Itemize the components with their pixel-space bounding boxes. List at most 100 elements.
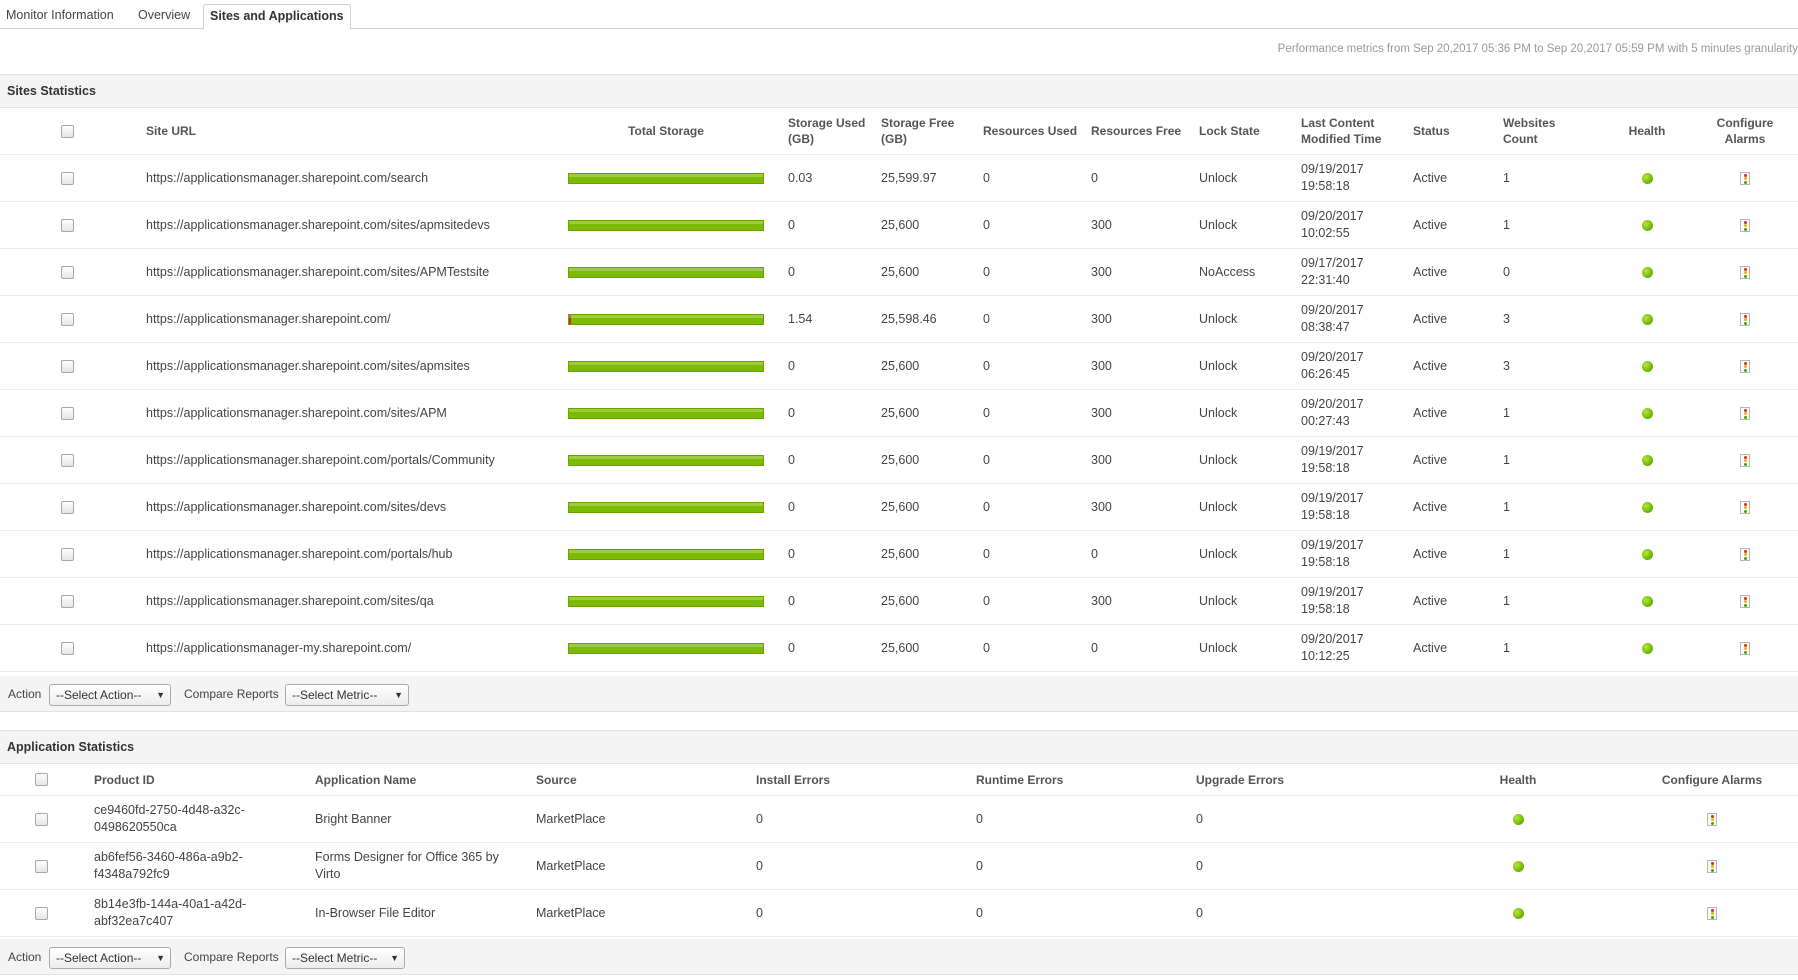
dropdown-arrow-icon: ▼: [390, 953, 399, 963]
site-row-checkbox[interactable]: [60, 500, 74, 514]
header-status[interactable]: Status: [1413, 124, 1450, 138]
storage-free-value: 25,598.46: [881, 311, 937, 326]
header-health[interactable]: Health: [1628, 124, 1666, 138]
header-runtime-errors[interactable]: Runtime Errors: [976, 772, 1064, 787]
configure-alarm-icon[interactable]: [1740, 359, 1750, 373]
health-status-icon[interactable]: [1641, 454, 1653, 466]
header-site-url[interactable]: Site URL: [146, 124, 197, 138]
health-status-icon[interactable]: [1641, 501, 1653, 513]
site-url[interactable]: https://applicationsmanager-my.sharepoin…: [146, 640, 412, 655]
tab-monitor-information[interactable]: Monitor Information: [6, 8, 114, 22]
apps-compare-metric-value: --Select Metric--: [292, 951, 378, 965]
configure-alarm-icon[interactable]: [1740, 171, 1750, 185]
health-status-icon[interactable]: [1641, 360, 1653, 372]
header-storage-used[interactable]: Storage Used (GB): [788, 116, 866, 146]
site-url[interactable]: https://applicationsmanager.sharepoint.c…: [146, 358, 470, 373]
configure-alarm-icon[interactable]: [1740, 453, 1750, 467]
site-url[interactable]: https://applicationsmanager.sharepoint.c…: [146, 546, 453, 561]
site-url[interactable]: https://applicationsmanager.sharepoint.c…: [146, 405, 447, 420]
websites-count-value: 3: [1503, 358, 1510, 373]
configure-alarm-icon[interactable]: [1740, 594, 1750, 608]
apps-compare-metric-select[interactable]: --Select Metric-- ▼: [285, 947, 405, 969]
health-status-icon[interactable]: [1641, 219, 1653, 231]
health-status-icon[interactable]: [1641, 595, 1653, 607]
header-product-id[interactable]: Product ID: [94, 772, 155, 787]
websites-count-value: 0: [1503, 264, 1510, 279]
site-row: https://applicationsmanager.sharepoint.c…: [0, 343, 1798, 390]
health-status-icon[interactable]: [1512, 907, 1524, 919]
websites-count-value: 1: [1503, 640, 1510, 655]
header-application-name[interactable]: Application Name: [315, 772, 417, 787]
configure-alarm-icon[interactable]: [1740, 500, 1750, 514]
header-lock-state[interactable]: Lock State: [1199, 124, 1260, 138]
last-modified-value: 09/19/2017 19:58:18: [1301, 437, 1401, 483]
site-url[interactable]: https://applicationsmanager.sharepoint.c…: [146, 264, 490, 279]
header-total-storage[interactable]: Total Storage: [628, 124, 704, 138]
apps-action-select[interactable]: --Select Action-- ▼: [49, 947, 171, 969]
header-resources-used[interactable]: Resources Used: [983, 124, 1078, 138]
header-upgrade-errors[interactable]: Upgrade Errors: [1196, 772, 1285, 787]
site-url[interactable]: https://applicationsmanager.sharepoint.c…: [146, 311, 391, 326]
site-url[interactable]: https://applicationsmanager.sharepoint.c…: [146, 170, 429, 185]
resources-used-value: 0: [983, 311, 990, 326]
health-status-icon[interactable]: [1641, 548, 1653, 560]
site-url[interactable]: https://applicationsmanager.sharepoint.c…: [146, 452, 495, 467]
site-row-checkbox[interactable]: [60, 265, 74, 279]
header-websites-count[interactable]: Websites Count: [1503, 116, 1556, 146]
configure-alarm-icon[interactable]: [1740, 406, 1750, 420]
configure-alarm-icon[interactable]: [1740, 312, 1750, 326]
total-storage-bar: [568, 172, 764, 184]
websites-count-value: 1: [1503, 217, 1510, 232]
sites-action-select[interactable]: --Select Action-- ▼: [49, 684, 171, 706]
tab-overview[interactable]: Overview: [138, 8, 191, 22]
site-url[interactable]: https://applicationsmanager.sharepoint.c…: [146, 499, 447, 514]
select-all-apps-checkbox[interactable]: [34, 773, 48, 786]
tab-sites-and-applications[interactable]: Sites and Applications: [203, 4, 351, 30]
site-row-checkbox[interactable]: [60, 594, 74, 608]
configure-alarm-icon[interactable]: [1740, 547, 1750, 561]
configure-alarm-icon[interactable]: [1707, 812, 1717, 826]
sites-compare-metric-select[interactable]: --Select Metric-- ▼: [285, 684, 409, 706]
site-row-checkbox[interactable]: [60, 406, 74, 420]
storage-free-value: 25,600: [881, 264, 920, 279]
app-row-checkbox[interactable]: [34, 859, 48, 873]
configure-alarm-icon[interactable]: [1707, 906, 1717, 920]
header-resources-free[interactable]: Resources Free: [1091, 124, 1182, 138]
configure-alarm-icon[interactable]: [1740, 641, 1750, 655]
configure-alarm-icon[interactable]: [1740, 218, 1750, 232]
app-row-checkbox[interactable]: [34, 906, 48, 920]
health-status-icon[interactable]: [1641, 407, 1653, 419]
site-row-checkbox[interactable]: [60, 359, 74, 373]
site-row-checkbox[interactable]: [60, 312, 74, 326]
site-row-checkbox[interactable]: [60, 218, 74, 232]
last-modified-date: 09/20/2017: [1301, 350, 1364, 364]
header-app-health[interactable]: Health: [1499, 772, 1537, 787]
status-value: Active: [1413, 170, 1448, 185]
select-all-sites-checkbox[interactable]: [60, 124, 74, 138]
site-row: https://applicationsmanager.sharepoint.c…: [0, 578, 1798, 625]
configure-alarm-icon[interactable]: [1740, 265, 1750, 279]
app-row-checkbox[interactable]: [34, 812, 48, 826]
site-row-checkbox[interactable]: [60, 171, 74, 185]
last-modified-time: 19:58:18: [1301, 602, 1350, 616]
header-storage-free[interactable]: Storage Free (GB): [881, 116, 955, 146]
header-install-errors[interactable]: Install Errors: [756, 772, 831, 787]
site-url[interactable]: https://applicationsmanager.sharepoint.c…: [146, 217, 490, 232]
storage-used-value: 0.03: [788, 170, 813, 185]
health-status-icon[interactable]: [1641, 642, 1653, 654]
configure-alarm-icon[interactable]: [1707, 859, 1717, 873]
header-last-content-modified-time[interactable]: Last Content Modified Time: [1301, 116, 1382, 146]
health-status-icon[interactable]: [1641, 266, 1653, 278]
header-source[interactable]: Source: [536, 772, 577, 787]
health-status-icon[interactable]: [1641, 172, 1653, 184]
lock-state-value: Unlock: [1199, 546, 1238, 561]
site-url[interactable]: https://applicationsmanager.sharepoint.c…: [146, 593, 434, 608]
health-status-icon[interactable]: [1512, 860, 1524, 872]
health-status-icon[interactable]: [1641, 313, 1653, 325]
status-value: Active: [1413, 640, 1448, 655]
health-status-icon[interactable]: [1512, 813, 1524, 825]
site-row-checkbox[interactable]: [60, 453, 74, 467]
site-row-checkbox[interactable]: [60, 641, 74, 655]
lock-state-value: Unlock: [1199, 170, 1238, 185]
site-row-checkbox[interactable]: [60, 547, 74, 561]
